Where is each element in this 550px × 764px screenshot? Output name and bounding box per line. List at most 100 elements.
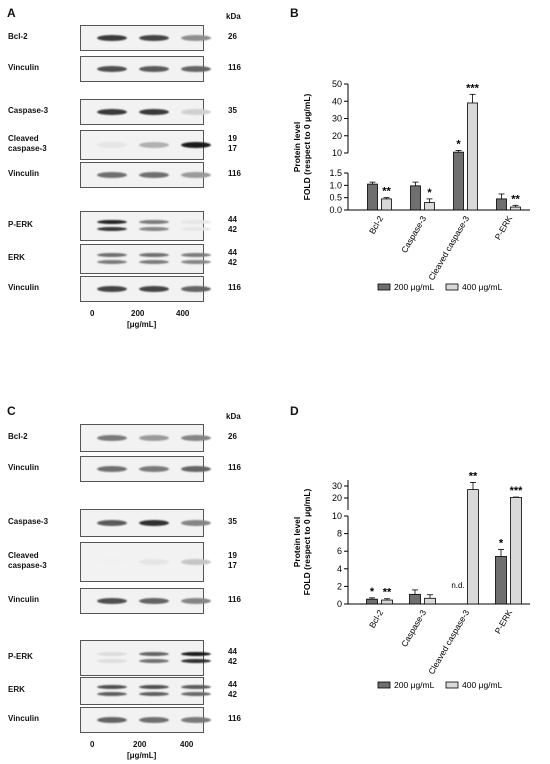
blot-band [139, 253, 169, 257]
y-axis-label: FOLD (respect to 0 μg/mL) [302, 93, 312, 200]
blot-band [97, 659, 127, 663]
lane-label-400-c: 400 [180, 740, 194, 749]
blot-band [181, 559, 211, 565]
bar [424, 202, 435, 211]
blot-band [181, 685, 211, 689]
x-tick-label: Bcl-2 [367, 608, 385, 630]
bar [467, 489, 479, 605]
significance-label: *** [466, 82, 480, 94]
y-tick-label: 10 [332, 511, 342, 521]
blot-band [139, 659, 169, 663]
blot-kda: 26 [228, 432, 237, 441]
blot-band [181, 172, 211, 178]
blot-label: P-ERK [8, 652, 33, 661]
blot-kda: 116 [228, 283, 241, 292]
y-tick-label: 6 [337, 546, 342, 556]
blot-band [139, 227, 169, 231]
y-axis-label: Protein level [292, 517, 302, 568]
blot-band [97, 260, 127, 264]
blot-kda: 44 42 [228, 647, 237, 666]
blot-label: P-ERK [8, 220, 33, 229]
significance-label: n.d. [451, 581, 464, 590]
y-tick-label: 50 [332, 79, 342, 89]
blot-band [181, 109, 211, 115]
lane-label-0-a: 0 [90, 309, 95, 318]
significance-label: ** [511, 193, 520, 205]
blot-label: Cleaved caspase-3 [8, 551, 47, 570]
blot-label: Vinculin [8, 463, 39, 472]
significance-label: ** [383, 587, 392, 599]
panel-letter-b: B [290, 6, 299, 20]
blot-band [181, 659, 211, 663]
blot-band [139, 692, 169, 696]
bar [381, 198, 392, 211]
y-axis-label: FOLD (respect to 0 μg/mL) [302, 488, 312, 595]
blot-band [97, 227, 127, 231]
legend-swatch [377, 681, 391, 689]
legend-swatch [377, 283, 391, 291]
bar [381, 599, 393, 605]
blot-image [80, 424, 211, 452]
blot-kda: 26 [228, 32, 237, 41]
legend-swatch [445, 283, 459, 291]
blot-kda: 35 [228, 517, 237, 526]
blot-band [97, 652, 127, 656]
blot-band [181, 227, 211, 231]
blot-kda: 35 [228, 106, 237, 115]
bar [496, 198, 507, 211]
blot-kda: 44 42 [228, 215, 237, 234]
blot-band [97, 466, 127, 472]
blot-label: ERK [8, 253, 25, 262]
y-tick-label: 8 [337, 529, 342, 539]
y-tick-label: 0.5 [329, 193, 342, 203]
blot-band [139, 435, 169, 441]
blot-image [80, 588, 211, 614]
y-tick-label: 1.5 [329, 168, 342, 178]
blot-label: Bcl-2 [8, 432, 28, 441]
blot-band [139, 559, 169, 565]
blot-band [181, 435, 211, 441]
x-tick-label: Bcl-2 [367, 214, 385, 236]
x-tick-label: Caspase-3 [399, 214, 428, 255]
blot-band [181, 66, 211, 72]
blot-label: Vinculin [8, 595, 39, 604]
blot-image [80, 25, 211, 51]
blot-label: Caspase-3 [8, 106, 49, 115]
blot-band [139, 520, 169, 526]
unit-label-c: [μg/mL] [127, 751, 157, 760]
unit-label-a: [μg/mL] [127, 320, 157, 329]
panel-letter-d: D [290, 404, 299, 418]
blot-kda: 116 [228, 463, 241, 472]
blot-band [139, 717, 169, 723]
significance-label: ** [382, 186, 391, 198]
blot-label: Bcl-2 [8, 32, 28, 41]
blot-kda: 116 [228, 63, 241, 72]
blot-kda: 116 [228, 595, 241, 604]
significance-label: * [499, 537, 504, 549]
blot-band [139, 466, 169, 472]
y-tick-label: 30 [332, 114, 342, 124]
lane-label-200-c: 200 [133, 740, 147, 749]
bar [510, 206, 521, 211]
blot-band [139, 652, 169, 656]
blot-band [97, 717, 127, 723]
blot-band [97, 142, 127, 148]
blot-label: Vinculin [8, 714, 39, 723]
blot-band [139, 598, 169, 604]
bar [495, 556, 507, 605]
significance-label: * [456, 138, 461, 150]
blot-band [97, 109, 127, 115]
blot-band [181, 520, 211, 526]
x-tick-label: P-ERK [493, 608, 515, 636]
blot-image [80, 640, 211, 676]
blot-band [181, 652, 211, 656]
y-tick-label: 10 [332, 148, 342, 158]
blot-image [80, 244, 211, 274]
lane-label-0-c: 0 [90, 740, 95, 749]
bar [410, 185, 421, 211]
blot-band [97, 435, 127, 441]
bar [367, 183, 378, 211]
blot-band [139, 260, 169, 264]
legend-label: 200 μg/mL [394, 282, 435, 292]
blot-image [80, 130, 211, 160]
